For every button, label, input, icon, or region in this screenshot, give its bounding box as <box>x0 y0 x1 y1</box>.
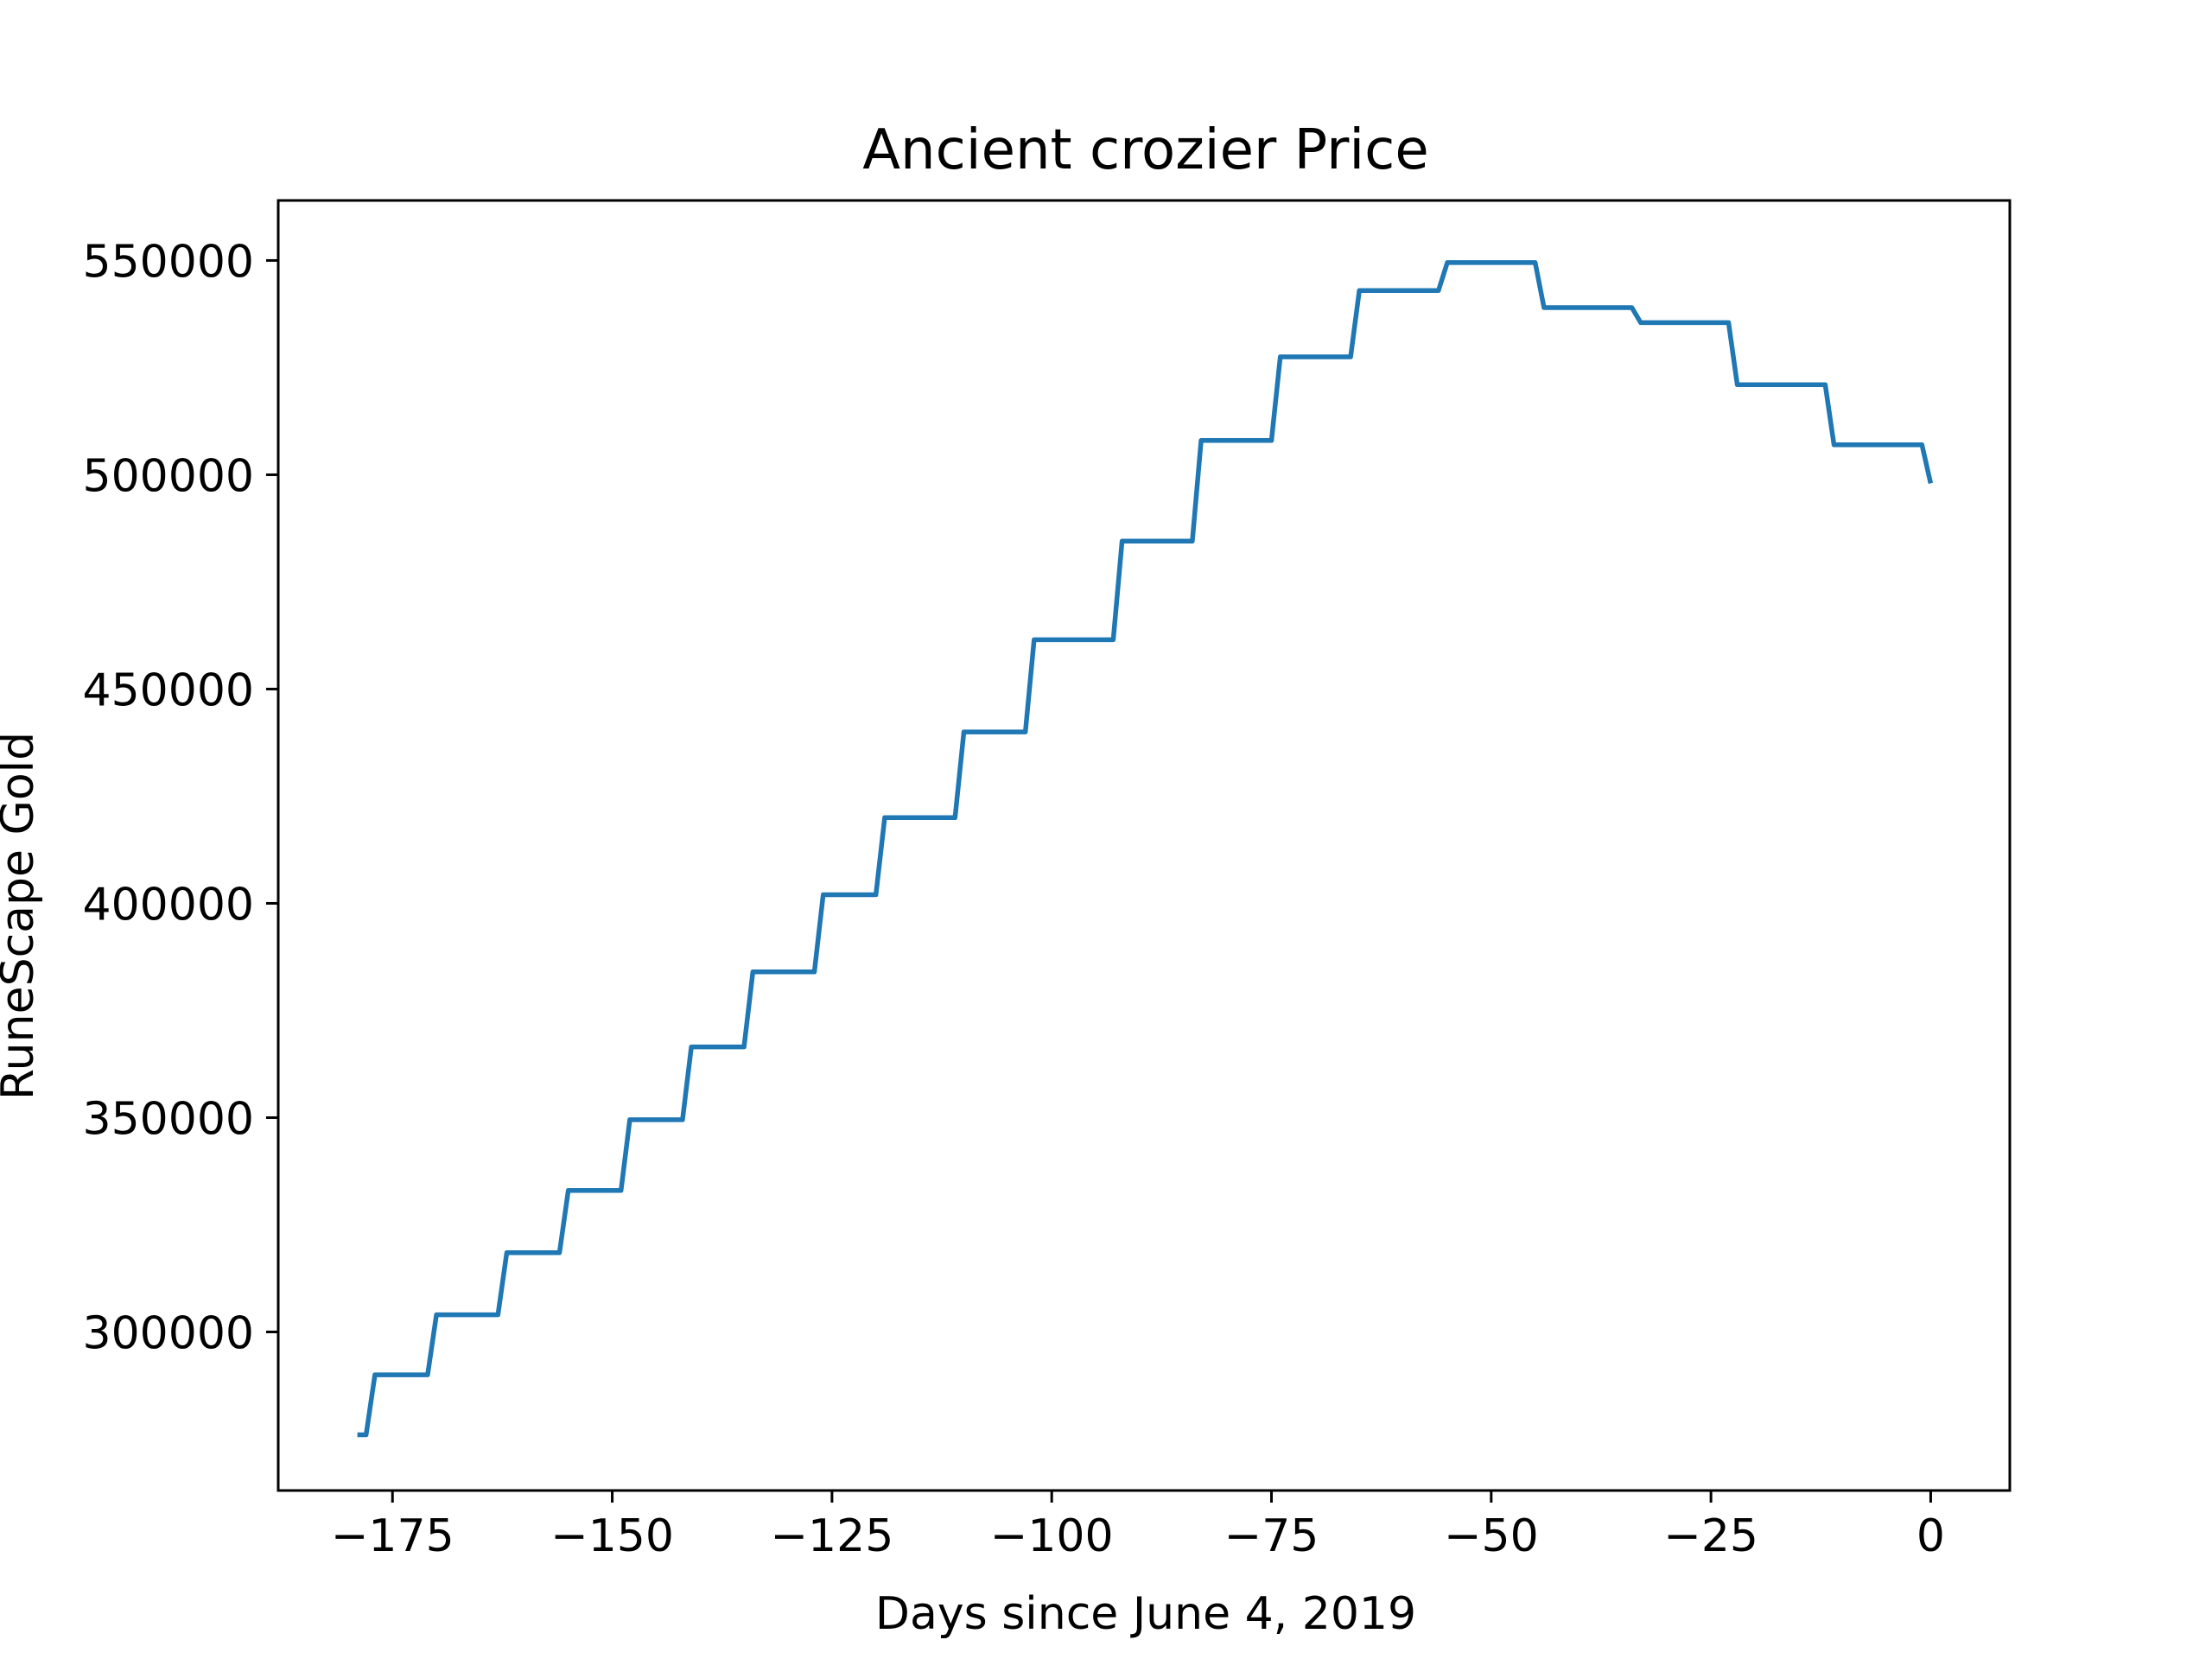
y-tick-label: 450000 <box>82 664 254 716</box>
y-axis-label: RuneScape Gold <box>0 732 44 1100</box>
y-tick-label: 350000 <box>82 1093 254 1145</box>
y-tick-label: 550000 <box>82 236 254 288</box>
plot-frame <box>276 199 2012 1492</box>
y-tick-label: 300000 <box>82 1307 254 1359</box>
x-tick-label: −175 <box>331 1510 454 1562</box>
series-line <box>357 260 1934 1438</box>
x-tick-label: −50 <box>1444 1510 1539 1562</box>
x-tick-label: −125 <box>770 1510 893 1562</box>
y-tick-label: 400000 <box>82 879 254 931</box>
x-tick-label: −150 <box>550 1510 674 1562</box>
x-tick-label: 0 <box>1916 1510 1945 1562</box>
x-axis: −175 −150 −125 −100 −75 −50 −25 0 <box>331 1491 1945 1562</box>
x-tick-label: −25 <box>1663 1510 1758 1562</box>
y-tick-label: 500000 <box>82 450 254 502</box>
y-axis: 300000 350000 400000 450000 500000 550000 <box>82 236 278 1359</box>
x-tick-label: −75 <box>1224 1510 1319 1562</box>
x-tick-label: −100 <box>990 1510 1114 1562</box>
series-layer <box>357 260 1934 1438</box>
x-axis-label: Days since June 4, 2019 <box>875 1588 1416 1640</box>
chart-title: Ancient crozier Price <box>862 118 1428 182</box>
